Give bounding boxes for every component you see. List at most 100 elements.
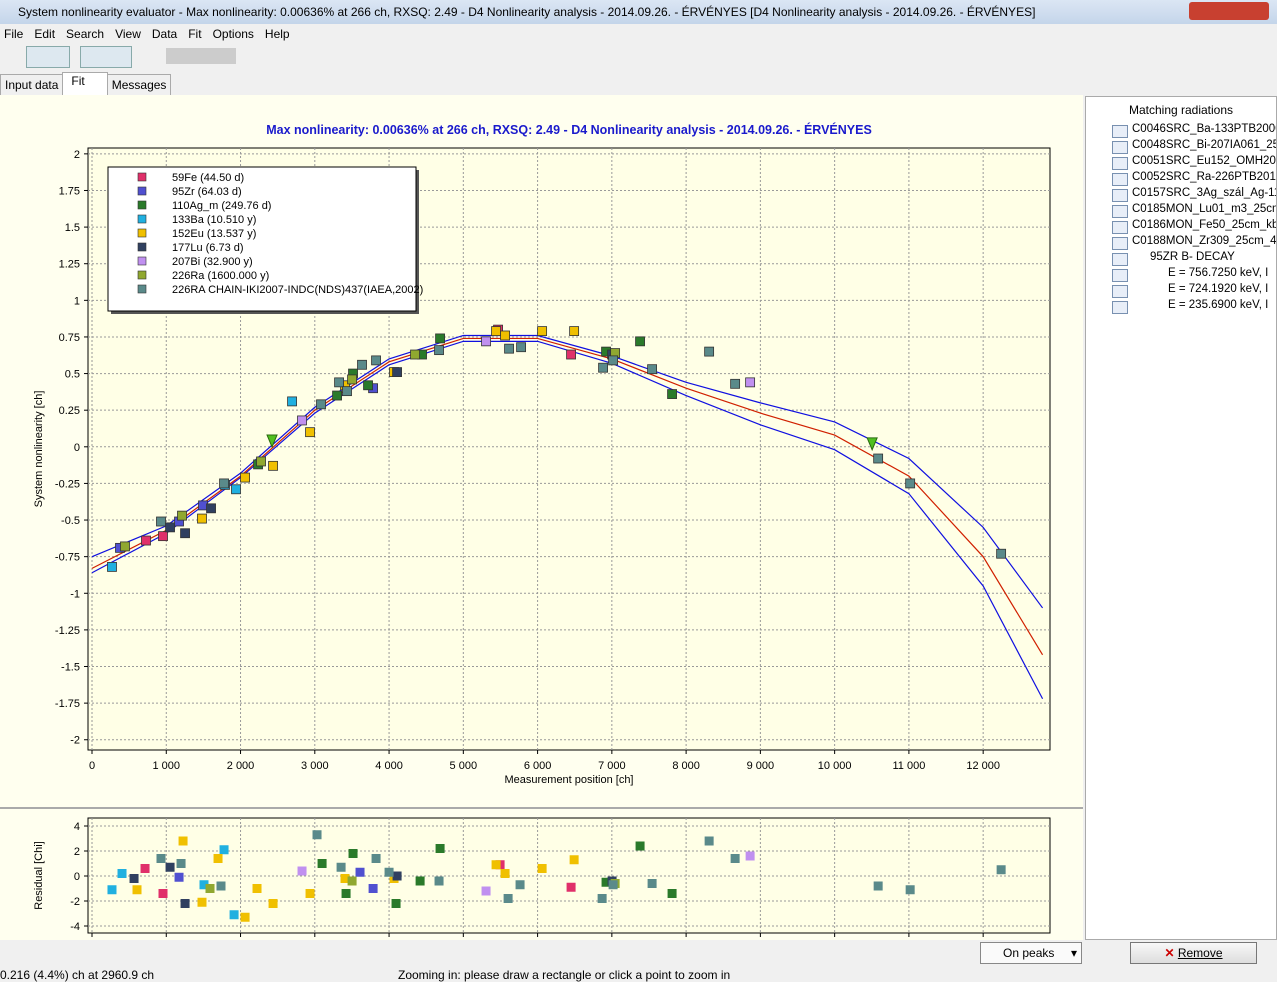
x-tick-label: 7 000 [598,760,626,772]
data-point [287,396,297,407]
menu-item[interactable]: View [115,27,141,41]
tab[interactable]: Messages [106,74,172,95]
tree-item[interactable]: C0188MON_Zr309_25cm_4h [1086,235,1276,251]
legend-swatch [137,214,147,224]
tree-item[interactable]: C0048SRC_Bi-207IA061_25c [1086,139,1276,155]
data-point [174,872,184,882]
menu-item[interactable]: File [4,27,24,41]
menu-item[interactable]: Search [66,27,105,41]
tree-decay[interactable]: 95ZR B- DECAY [1086,251,1276,267]
data-point [704,836,714,846]
y-tick-label: 0.75 [59,332,80,344]
y-tick-label: -2 [70,735,80,747]
title-bar: System nonlinearity evaluator - Max nonl… [0,0,1277,24]
data-point [647,364,658,375]
data-point [516,342,527,353]
menu-item[interactable]: Edit [34,27,56,41]
tree-item[interactable]: C0046SRC_Ba-133PTB2000 [1086,123,1276,139]
tab[interactable]: Fit [62,72,108,95]
data-point [107,885,117,895]
data-tools[interactable] [166,48,236,64]
y-tick-label: 1.75 [59,185,80,197]
data-point [410,349,420,360]
data-point [569,855,579,865]
y-tick-label: 1.25 [59,259,80,271]
data-point [608,880,618,890]
data-point [158,531,168,542]
data-point [566,349,576,360]
data-point [334,377,344,388]
data-point [336,862,346,872]
menu-item[interactable]: Fit [188,27,202,41]
data-point [158,889,168,898]
data-point [996,865,1006,875]
y-tick-label: 4 [74,821,80,833]
tree-line[interactable]: E = 235.6900 keV, I [1086,299,1276,315]
data-point [635,336,645,347]
data-point [491,326,501,336]
y-tick-label: 1 [74,295,80,307]
x-tick-label: 9 000 [747,760,775,772]
legend-swatch [137,256,147,266]
menu-item[interactable]: Data [151,27,178,41]
window-buttons[interactable] [1189,2,1269,20]
data-point [316,399,326,410]
tree-item[interactable]: C0186MON_Fe50_25cm_kb [1086,219,1276,235]
x-tick-label: 6 000 [524,760,552,772]
legend-label: 152Eu (13.537 y) [172,228,256,240]
legend-swatch [137,228,147,238]
tree-item[interactable]: C0051SRC_Eu152_OMH200 [1086,155,1276,171]
tab-strip: Input data Fit Messages [0,72,172,95]
data-point [141,535,151,546]
status-text: 0.216 (4.4%) ch at 2960.9 ch [0,968,155,982]
legend-swatch [137,172,147,182]
data-point [216,881,226,891]
mode-dropdown[interactable]: On peaks ▾ [980,942,1082,964]
data-point [107,562,117,572]
data-point [392,871,402,881]
legend-label: 177Lu (6.73 d) [172,242,244,254]
data-point [391,899,401,908]
data-point [140,864,150,873]
tree-item[interactable]: C0052SRC_Ra-226PTB2012 [1086,171,1276,187]
data-point [368,884,378,893]
dropdown-arrow: ▾ [1070,946,1077,960]
bottom-bar [0,940,1083,965]
data-point [435,844,445,853]
data-point [363,380,373,391]
data-point [332,390,342,401]
status-bar: 0.216 (4.4%) ch at 2960.9 ch Zooming in: … [0,968,1277,982]
legend-label: 226RA CHAIN-IKI2007-INDC(NDS)437(IAEA,20… [172,284,423,296]
tree-line[interactable]: E = 756.7250 keV, I [1086,267,1276,283]
zoom-tools[interactable] [26,46,70,68]
legend-label: 110Ag_m (249.76 d) [172,200,271,212]
y-tick-label: -0.25 [55,478,80,490]
remove-icon: ✕ [1164,946,1178,960]
data-point [415,876,425,886]
data-point [515,880,525,890]
data-point [996,548,1007,559]
tab[interactable]: Input data [0,74,64,95]
data-point [730,378,741,389]
remove-label: Remove [1177,946,1223,960]
y-tick-label: -4 [70,921,80,933]
y-tick-label: -2 [70,896,80,908]
y-tick-label: 0.5 [65,369,80,381]
data-point [317,859,327,868]
tree-line[interactable]: E = 724.1920 keV, I [1086,283,1276,299]
tree-item[interactable]: C0185MON_Lu01_m3_25cm [1086,203,1276,219]
data-point [537,326,548,336]
tree-item[interactable]: C0157SRC_3Ag_szál_Ag-11( [1086,187,1276,203]
remove-button[interactable]: ✕ Remove [1130,942,1257,964]
menu-item[interactable]: Help [264,27,290,41]
view-tools[interactable] [80,46,132,68]
y-tick-label: 0 [74,442,80,454]
data-point [231,484,241,495]
menu-item[interactable]: Options [212,27,254,41]
data-point [240,912,250,922]
data-point [178,836,188,846]
dropdown-text: On peaks [1003,946,1055,960]
x-tick-label: 4 000 [375,760,403,772]
data-point [305,427,315,438]
